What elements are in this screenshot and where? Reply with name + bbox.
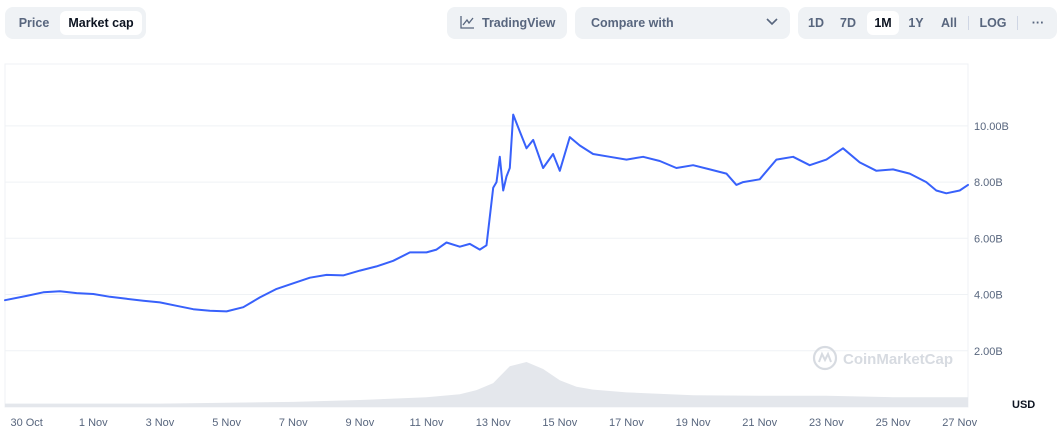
- divider: [968, 16, 969, 30]
- x-tick-label: 11 Nov: [409, 417, 444, 429]
- log-toggle[interactable]: LOG: [979, 16, 1007, 30]
- x-tick-label: 19 Nov: [676, 417, 711, 429]
- x-tick-label: 13 Nov: [476, 417, 511, 429]
- x-tick-label: 15 Nov: [542, 417, 577, 429]
- y-tick-label: 10.00B: [974, 121, 1009, 133]
- compare-with-dropdown[interactable]: Compare with: [575, 7, 790, 39]
- y-tick-label: 2.00B: [974, 346, 1003, 358]
- more-options-button[interactable]: ···: [1031, 16, 1045, 30]
- currency-label: USD: [1012, 399, 1035, 411]
- chevron-down-icon: [766, 18, 778, 26]
- coinmarketcap-logo-icon: [812, 345, 838, 371]
- x-tick-label: 23 Nov: [809, 417, 844, 429]
- time-range-selector: 1D 7D 1M 1Y All LOG ···: [798, 7, 1057, 39]
- range-all[interactable]: All: [941, 16, 957, 30]
- chart-mode-toggle: Price Market cap: [5, 7, 146, 39]
- x-tick-label: 30 Oct: [10, 417, 42, 429]
- divider: [1017, 16, 1018, 30]
- tab-price[interactable]: Price: [18, 16, 50, 30]
- x-tick-label: 25 Nov: [876, 417, 911, 429]
- range-1d[interactable]: 1D: [808, 16, 824, 30]
- tradingview-label: TradingView: [482, 16, 556, 30]
- tradingview-button[interactable]: TradingView: [447, 7, 567, 39]
- range-7d[interactable]: 7D: [840, 16, 856, 30]
- y-tick-label: 8.00B: [974, 177, 1003, 189]
- x-tick-label: 17 Nov: [609, 417, 644, 429]
- y-tick-label: 6.00B: [974, 233, 1003, 245]
- x-tick-label: 21 Nov: [742, 417, 777, 429]
- watermark: CoinMarketCap: [812, 345, 953, 371]
- range-1y[interactable]: 1Y: [908, 16, 924, 30]
- x-tick-label: 5 Nov: [212, 417, 241, 429]
- compare-label: Compare with: [591, 16, 674, 30]
- tab-market-cap[interactable]: Market cap: [60, 11, 142, 35]
- volume-area: [5, 362, 968, 407]
- x-tick-label: 7 Nov: [279, 417, 308, 429]
- volume-area-path: [5, 362, 968, 407]
- y-axis: 2.00B 4.00B 6.00B 8.00B 10.00B: [974, 121, 1009, 358]
- range-1m[interactable]: 1M: [867, 11, 899, 35]
- price-series: [4, 113, 969, 313]
- series-line: [4, 113, 969, 313]
- watermark-text: CoinMarketCap: [843, 351, 953, 368]
- line-chart-icon: [460, 16, 474, 29]
- x-tick-label: 3 Nov: [146, 417, 175, 429]
- x-tick-label: 9 Nov: [346, 417, 375, 429]
- x-tick-label: 27 Nov: [942, 417, 977, 429]
- x-axis: 30 Oct 1 Nov 3 Nov 5 Nov 7 Nov 9 Nov 11 Nov 13 …: [10, 417, 977, 429]
- x-tick-label: 1 Nov: [79, 417, 108, 429]
- y-tick-label: 4.00B: [974, 290, 1003, 302]
